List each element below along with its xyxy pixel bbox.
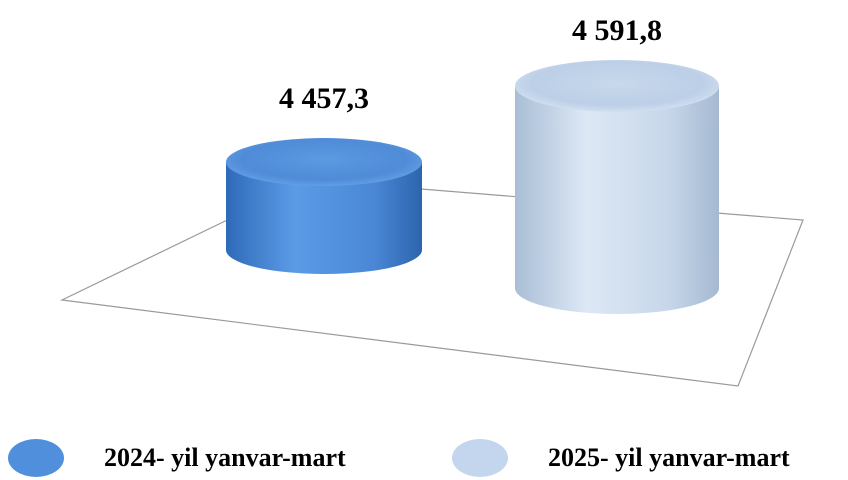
legend-label-2024: 2024- yil yanvar-mart bbox=[104, 443, 346, 472]
legend-item-2024: 2024- yil yanvar-mart bbox=[8, 436, 346, 480]
data-labels-group: 4 457,3 4 591,8 bbox=[279, 14, 662, 115]
cylinder-body-2025 bbox=[515, 86, 719, 314]
cylinder-top-2024 bbox=[226, 138, 422, 186]
legend-label-2025: 2025- yil yanvar-mart bbox=[548, 443, 790, 472]
cylinder-top-2025 bbox=[515, 60, 719, 112]
legend: 2024- yil yanvar-mart 2025- yil yanvar-m… bbox=[0, 436, 848, 480]
legend-swatch-2024 bbox=[8, 439, 64, 477]
legend-swatch-2025 bbox=[452, 439, 508, 477]
legend-item-2025: 2025- yil yanvar-mart bbox=[452, 436, 790, 480]
data-label-2024: 4 457,3 bbox=[279, 82, 369, 115]
cylinder-body-2024 bbox=[226, 162, 422, 274]
bars-group bbox=[226, 60, 719, 314]
data-label-2025: 4 591,8 bbox=[572, 14, 662, 47]
